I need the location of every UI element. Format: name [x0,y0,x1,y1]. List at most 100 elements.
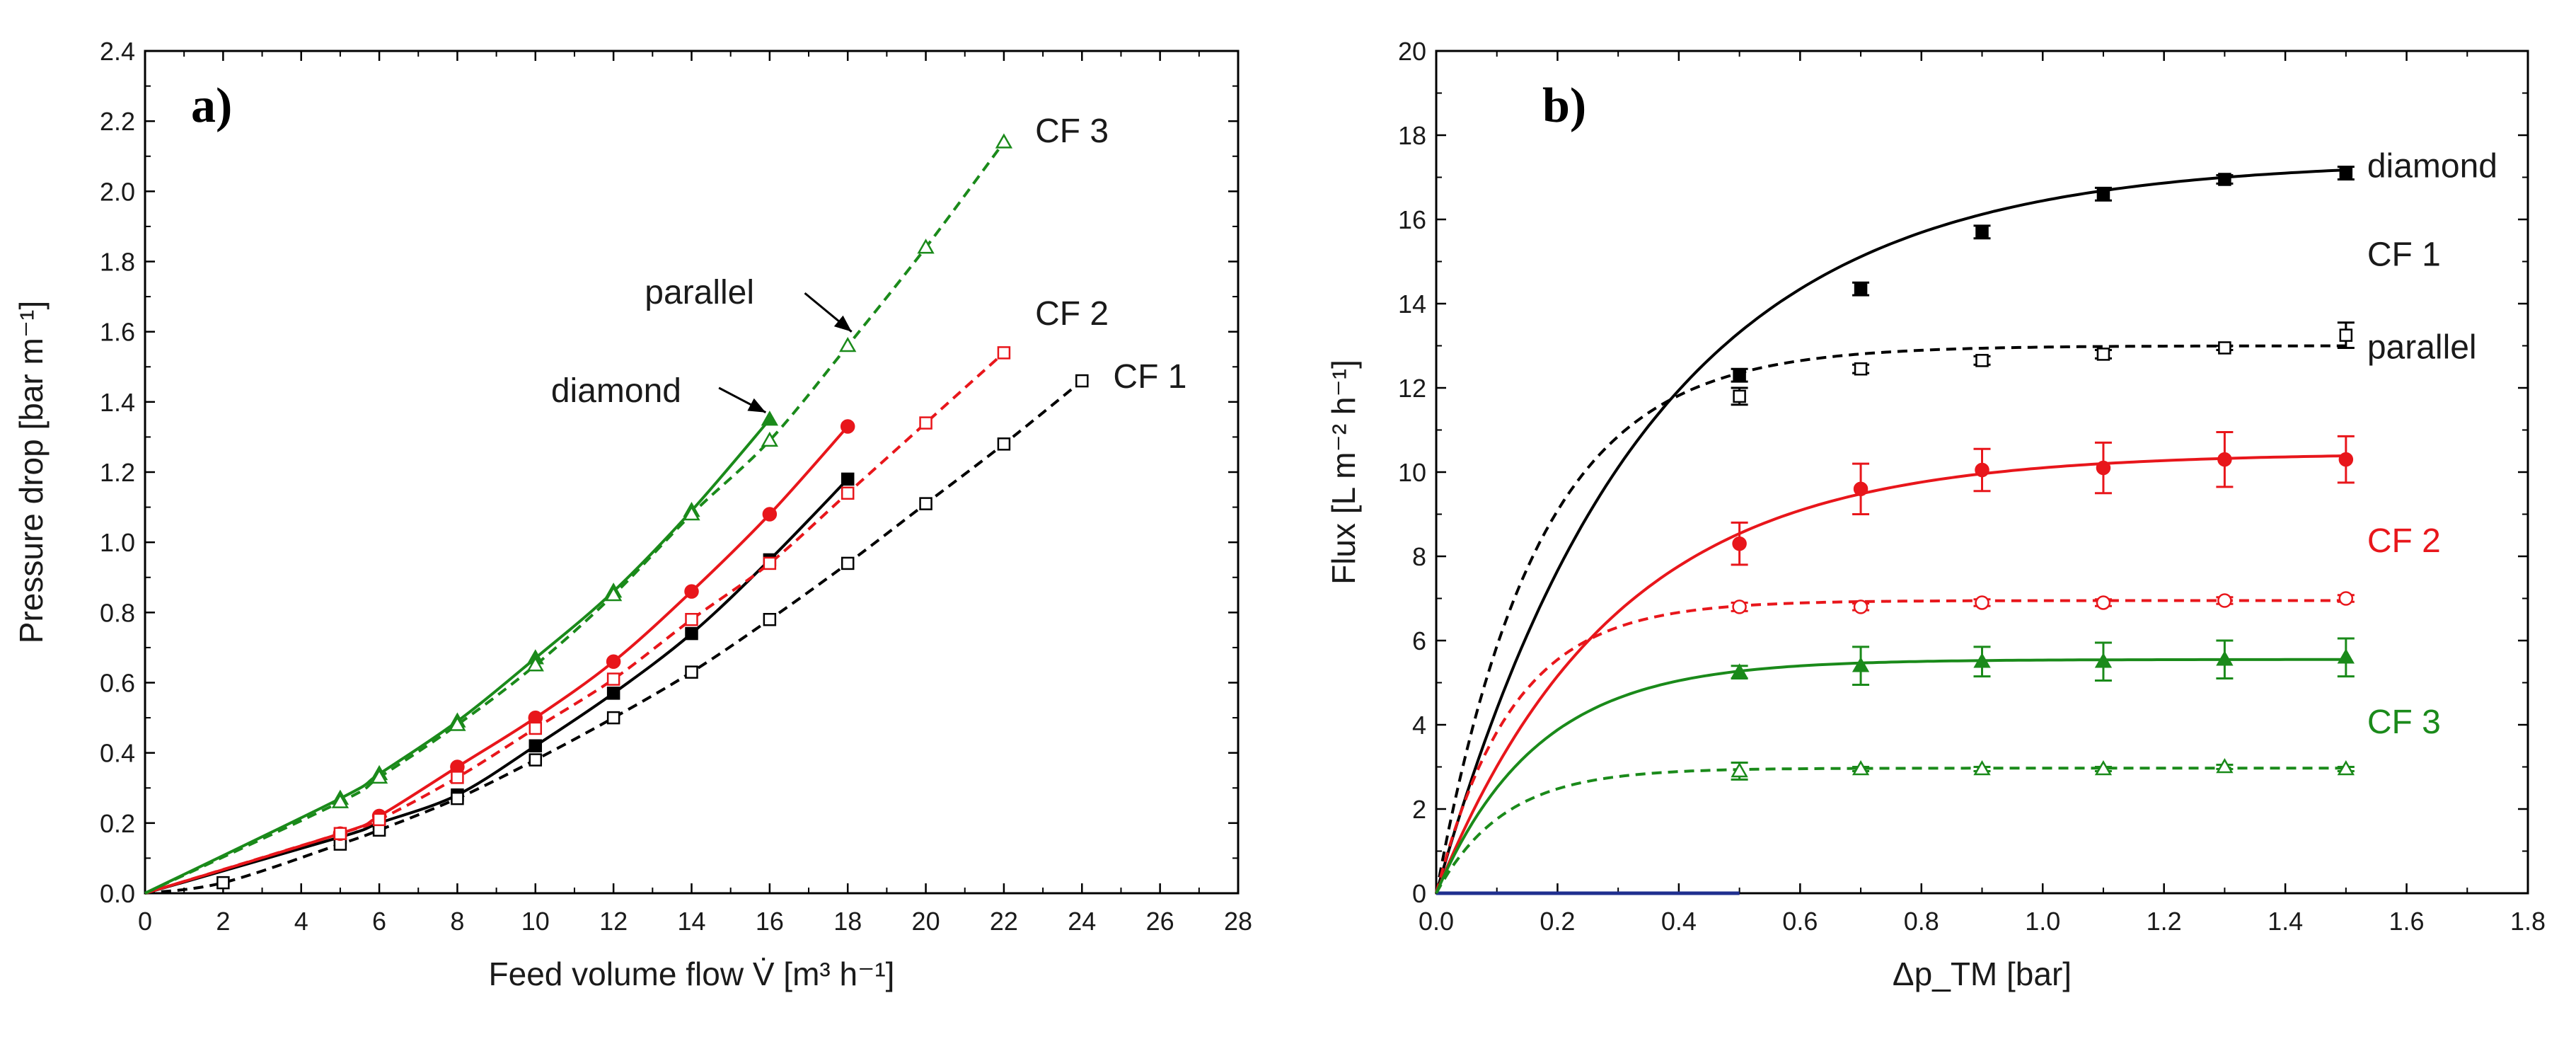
data-point [2216,757,2234,774]
x-tick-label: 2 [216,907,230,936]
data-point [1731,762,1748,778]
x-tick-label: 24 [1068,907,1096,936]
data-point [685,665,698,679]
series-line [1435,344,2346,894]
x-axis-label: Δp_TM [bar] [1893,956,2072,992]
annotation-cf-3: CF 3 [1035,113,1109,150]
x-tick-label: 0.8 [1904,907,1939,936]
x-tick-label: 0.6 [1782,907,1818,936]
y-tick-label: 0.6 [100,669,135,698]
plot-frame [144,50,1240,895]
y-tick-label: 4 [1412,711,1426,740]
data-point [372,823,386,837]
data-point [449,716,466,731]
x-tick-label: 0.2 [1540,907,1575,936]
data-point [2339,328,2353,342]
series-cf-2-parallel [144,346,1011,895]
data-point [684,584,699,599]
x-tick-label: 26 [1146,907,1174,936]
annotation-cf-2: CF 2 [2367,522,2441,560]
data-point [762,507,778,522]
data-point [1732,536,1747,551]
series-line [1435,658,2346,894]
data-point [1853,481,1869,497]
data-point [2218,173,2231,186]
data-point [2338,452,2354,467]
chart-a: 0 2 4 6 8 10 12 14 16 18 20 22 24 26 280.00.20.40.60.8… [13,37,1252,992]
y-tick-label: 18 [1398,121,1426,150]
data-point [1731,663,1748,679]
data-point [917,239,935,254]
data-point [841,472,855,486]
x-tick-label: 1.2 [2147,907,2182,936]
annotation-cf-3: CF 3 [2367,704,2441,741]
data-point [451,791,464,805]
series-cf-2-diamond [1435,430,2355,894]
data-point [763,556,777,570]
data-point [1732,600,1747,614]
data-point [919,416,932,430]
data-point [604,586,623,602]
series-cf-1-parallel [144,374,1089,895]
data-point [606,672,620,686]
x-tick-label: 18 [833,907,862,936]
y-tick-label: 1.8 [100,248,135,277]
series-cf-3-parallel [1435,757,2355,894]
panel-label: a) [191,79,232,133]
x-tick-label: 20 [912,907,940,936]
y-tick-label: 1.4 [100,388,135,417]
series-line [1435,767,2346,894]
data-point [526,656,544,672]
arrow-head [747,398,766,413]
data-point [1852,657,1870,672]
data-point [761,431,779,447]
y-tick-label: 20 [1398,37,1426,66]
x-axis-label: Feed volume flow V̇ [m³ h⁻¹] [489,956,895,992]
series-line [144,425,849,895]
annotation-cf-2: CF 2 [1035,295,1109,333]
y-tick-label: 10 [1398,458,1426,487]
x-tick-label: 10 [521,907,550,936]
data-point [529,721,543,735]
y-tick-label: 6 [1412,626,1426,655]
series-cf-3-diamond [144,411,779,895]
data-point [841,486,855,500]
series-cf-2-parallel [1435,591,2355,894]
data-point [451,771,464,784]
data-point [2337,648,2355,664]
data-point [1973,759,1991,776]
data-point [529,753,543,767]
data-point [606,687,620,700]
x-tick-label: 1.8 [2510,907,2546,936]
series-line [1435,599,2346,894]
data-point [2096,460,2111,476]
data-point [997,346,1011,360]
y-tick-label: 12 [1398,374,1426,403]
data-point [1975,225,1989,239]
x-tick-label: 1.6 [2389,907,2425,936]
y-tick-label: 1.6 [100,318,135,347]
x-tick-label: 4 [294,907,308,936]
data-point [1733,389,1746,403]
x-tick-label: 0.4 [1661,907,1697,936]
annotation-parallel: parallel [645,274,754,311]
data-point [997,437,1011,451]
data-point [2216,650,2234,666]
x-tick-label: 28 [1224,907,1252,936]
data-point [1973,653,1991,668]
y-tick-label: 1.0 [100,528,135,557]
series-line [144,351,1005,895]
data-point [606,654,621,669]
annotation-cf-1: CF 1 [2367,236,2441,273]
data-point [2218,341,2231,355]
data-point [2338,591,2354,606]
y-tick-label: 0.4 [100,739,135,768]
data-point [1852,759,1870,776]
x-tick-label: 12 [599,907,628,936]
x-tick-label: 6 [372,907,386,936]
data-point [1975,354,1989,367]
data-point [685,626,698,641]
data-point [761,411,779,426]
y-tick-label: 0 [1412,879,1426,908]
data-point [1853,600,1869,614]
